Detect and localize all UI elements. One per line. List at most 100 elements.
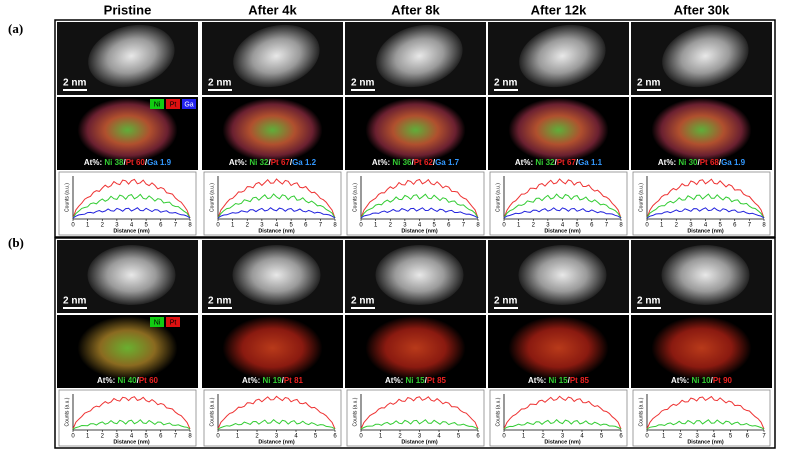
composition-part: At%: [528,376,546,385]
x-tick-label: 1 [231,223,235,229]
scale-bar-label: 2 nm [208,78,231,89]
x-tick-label: 3 [260,223,264,229]
x-tick-label: 7 [462,223,466,229]
x-tick-label: 4 [275,223,279,229]
x-tick-label: 1 [522,434,526,440]
x-tick-label: 2 [541,434,545,440]
x-axis-label: Distance (nm) [687,228,724,234]
column-header: After 30k [674,2,730,17]
composition-part: At%: [671,376,689,385]
profile-trace [646,193,765,219]
profile-trace [217,207,336,219]
composition: At%: Ni 36/Pt 62/Ga 1.7 [372,158,460,167]
profile-trace [646,178,765,219]
x-tick-label: 0 [645,434,649,440]
profile-trace [72,419,191,430]
x-tick-label: 4 [130,434,134,440]
composition: At%: Ni 30/Pt 68/Ga 1.9 [658,158,746,167]
composition-part: Pt 81 [284,376,304,385]
composition-part: / [576,158,579,167]
composition-part: Ni 15 [548,376,568,385]
profile-trace [217,419,336,430]
x-tick-label: 0 [359,223,363,229]
composition-part: Ni 19 [262,376,282,385]
x-tick-label: 6 [333,434,337,440]
particle [88,24,175,88]
composition-part: Pt 67 [557,158,577,167]
profile-trace [646,419,765,430]
composition-part: Pt 85 [570,376,590,385]
x-tick-label: 0 [359,434,363,440]
x-tick-label: 0 [71,434,75,440]
y-axis-label: Counts (a.u.) [638,183,644,212]
x-tick-label: 4 [437,434,441,440]
x-tick-label: 8 [333,223,337,229]
x-tick-label: 4 [580,434,584,440]
profile-trace [217,193,336,219]
profile-trace [72,178,191,219]
x-tick-label: 0 [216,223,220,229]
scale-bar-label: 2 nm [63,78,86,89]
x-tick-label: 7 [174,434,178,440]
x-axis-label: Distance (nm) [113,228,150,234]
map-blob [508,98,609,162]
composition-part: At%: [658,158,676,167]
x-tick-label: 6 [447,223,451,229]
x-axis-label: Distance (nm) [401,228,438,234]
x-tick-label: 1 [374,223,378,229]
x-tick-label: 3 [689,223,693,229]
composition-part: / [719,158,722,167]
legend-swatch [150,99,164,109]
map-blob [222,316,323,380]
scale-bar-label: 2 nm [351,78,374,89]
column-header: Pristine [104,2,152,17]
x-tick-label: 0 [71,223,75,229]
x-tick-label: 6 [159,434,163,440]
particle [661,245,750,305]
profile-box [489,171,628,236]
x-tick-label: 2 [679,434,683,440]
legend-label: Pt [170,319,177,326]
composition-part: / [711,376,714,385]
profile-trace [360,178,479,219]
y-axis-label: Counts (a.u.) [352,183,358,212]
composition-part: At%: [229,158,247,167]
x-tick-label: 1 [379,434,383,440]
profile-trace [360,396,479,430]
particle [376,24,463,88]
x-tick-label: 3 [115,434,119,440]
legend-swatch [166,99,180,109]
column-header: After 8k [391,2,440,17]
x-tick-label: 8 [188,223,192,229]
x-axis-label: Distance (nm) [258,439,295,445]
profile-trace [503,193,622,219]
x-tick-label: 6 [304,223,308,229]
x-tick-label: 4 [561,223,565,229]
composition: At%: Ni 32/Pt 67/Ga 1.2 [229,158,317,167]
scale-bar-label: 2 nm [494,78,517,89]
scale-bar-label: 2 nm [208,296,231,307]
composition: At%: Ni 19/Pt 81 [242,376,303,385]
legend-swatch [182,99,196,109]
y-axis-label: Counts (a.u.) [209,183,215,212]
x-tick-label: 5 [289,223,293,229]
x-tick-label: 5 [314,434,318,440]
composition: At%: Ni 40/Pt 60 [97,376,158,385]
x-tick-label: 6 [590,223,594,229]
composition-part: / [268,158,271,167]
x-tick-label: 3 [561,434,565,440]
composition: At%: Ni 32/Pt 67/Ga 1.1 [515,158,603,167]
composition: At%: Ni 15/Pt 85 [528,376,589,385]
y-axis-label: Counts (a.u.) [638,397,644,426]
composition-part: Pt 68 [700,158,720,167]
legend-label: Ni [154,319,161,326]
x-axis-label: Distance (nm) [258,228,295,234]
composition-part: Pt 62 [414,158,434,167]
composition-part: Ga 1.7 [435,158,460,167]
composition-part: Ga 1.9 [721,158,746,167]
column-header: After 4k [248,2,297,17]
x-tick-label: 0 [502,223,506,229]
y-axis-label: Counts (a.u.) [64,183,70,212]
x-tick-label: 7 [319,223,323,229]
profile-trace [217,178,336,219]
